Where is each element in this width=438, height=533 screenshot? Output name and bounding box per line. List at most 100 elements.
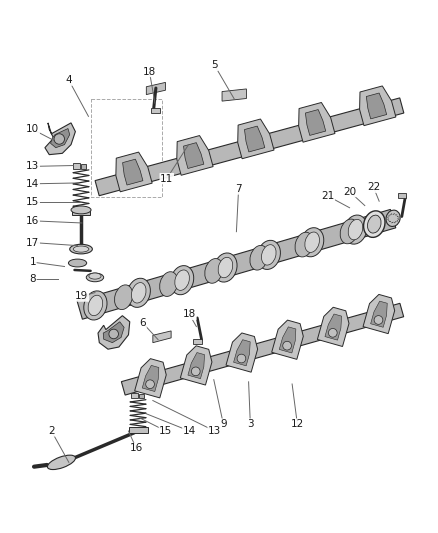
Ellipse shape — [250, 245, 268, 270]
Polygon shape — [146, 83, 166, 94]
Polygon shape — [77, 209, 396, 319]
Ellipse shape — [175, 270, 189, 290]
Polygon shape — [188, 352, 205, 378]
Polygon shape — [142, 366, 159, 392]
Ellipse shape — [386, 210, 400, 227]
Text: 16: 16 — [26, 216, 39, 226]
Polygon shape — [325, 314, 342, 340]
Text: 18: 18 — [143, 67, 156, 77]
Ellipse shape — [68, 259, 87, 267]
Text: 10: 10 — [26, 124, 39, 134]
Text: 19: 19 — [75, 291, 88, 301]
Text: 21: 21 — [321, 191, 335, 201]
Polygon shape — [318, 307, 349, 346]
Ellipse shape — [86, 273, 104, 282]
Ellipse shape — [114, 285, 133, 310]
Polygon shape — [371, 301, 387, 327]
Circle shape — [54, 134, 64, 144]
Bar — [73, 163, 80, 168]
Ellipse shape — [159, 272, 178, 296]
Bar — [398, 192, 406, 198]
Text: 6: 6 — [140, 318, 146, 328]
Bar — [91, 99, 162, 197]
Bar — [151, 108, 160, 113]
Circle shape — [237, 354, 246, 363]
Ellipse shape — [84, 291, 107, 320]
Ellipse shape — [88, 295, 102, 316]
Circle shape — [283, 341, 291, 350]
Bar — [131, 393, 138, 398]
Text: 22: 22 — [367, 182, 380, 192]
Bar — [193, 339, 201, 344]
Polygon shape — [244, 126, 265, 152]
Text: 4: 4 — [66, 75, 72, 85]
Polygon shape — [305, 110, 326, 135]
Text: 16: 16 — [130, 443, 143, 454]
Polygon shape — [95, 98, 404, 196]
Polygon shape — [184, 143, 204, 168]
Polygon shape — [123, 159, 143, 185]
Ellipse shape — [367, 215, 381, 233]
Ellipse shape — [170, 265, 194, 295]
Polygon shape — [177, 135, 213, 175]
Polygon shape — [103, 322, 124, 343]
Text: 14: 14 — [183, 426, 196, 436]
Polygon shape — [233, 340, 250, 366]
Bar — [81, 164, 86, 168]
Polygon shape — [222, 89, 247, 101]
Polygon shape — [50, 128, 70, 148]
Polygon shape — [238, 119, 274, 159]
Text: 12: 12 — [291, 419, 304, 429]
Text: 18: 18 — [183, 309, 196, 319]
Text: 17: 17 — [26, 238, 39, 247]
Polygon shape — [45, 123, 75, 155]
Circle shape — [191, 367, 200, 376]
Polygon shape — [279, 327, 296, 353]
Ellipse shape — [340, 219, 358, 244]
Polygon shape — [366, 93, 387, 119]
Circle shape — [374, 316, 383, 324]
Ellipse shape — [127, 278, 150, 308]
Polygon shape — [299, 102, 335, 142]
Text: 11: 11 — [160, 174, 173, 183]
Ellipse shape — [257, 240, 280, 270]
Polygon shape — [363, 294, 395, 334]
Polygon shape — [360, 86, 396, 126]
Polygon shape — [121, 303, 404, 395]
Ellipse shape — [305, 232, 319, 253]
Polygon shape — [98, 316, 130, 349]
Ellipse shape — [205, 259, 223, 283]
Polygon shape — [272, 320, 303, 359]
Circle shape — [328, 328, 337, 337]
Ellipse shape — [73, 246, 89, 252]
Circle shape — [109, 329, 118, 339]
Ellipse shape — [218, 257, 233, 278]
Ellipse shape — [214, 253, 237, 282]
Ellipse shape — [89, 273, 101, 279]
Ellipse shape — [47, 455, 75, 470]
Text: 9: 9 — [220, 419, 226, 429]
Text: 15: 15 — [26, 197, 39, 207]
Ellipse shape — [70, 244, 92, 254]
Polygon shape — [153, 331, 171, 343]
Bar — [139, 394, 144, 398]
Ellipse shape — [295, 232, 313, 257]
Ellipse shape — [71, 206, 91, 214]
Text: 5: 5 — [212, 60, 218, 70]
Bar — [129, 426, 148, 433]
Text: 20: 20 — [343, 187, 356, 197]
Text: 3: 3 — [247, 419, 254, 429]
Text: 8: 8 — [29, 273, 36, 284]
Text: 1: 1 — [29, 257, 36, 267]
Polygon shape — [116, 152, 152, 192]
Ellipse shape — [344, 215, 367, 244]
Ellipse shape — [300, 228, 324, 257]
Text: 15: 15 — [159, 426, 173, 436]
Ellipse shape — [131, 282, 146, 303]
Text: 13: 13 — [26, 161, 39, 172]
Bar — [72, 209, 90, 215]
Text: 2: 2 — [48, 426, 55, 436]
Circle shape — [146, 380, 155, 389]
Polygon shape — [180, 346, 212, 385]
Text: 13: 13 — [208, 426, 221, 436]
